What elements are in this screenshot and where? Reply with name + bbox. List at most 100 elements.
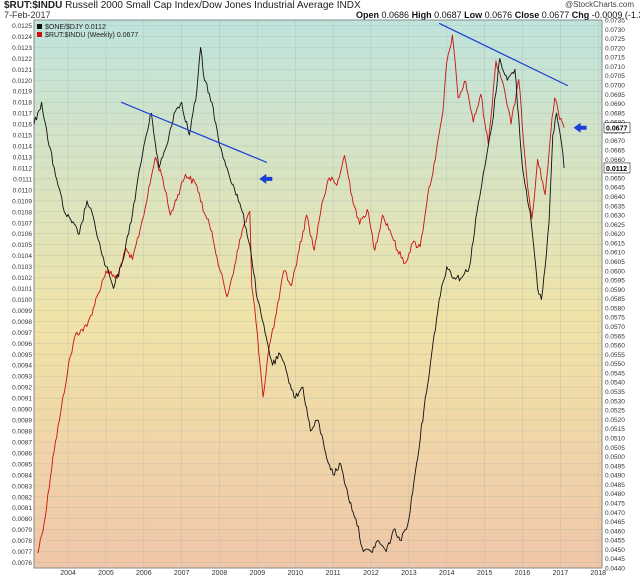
x-tick-label: 2012	[363, 570, 379, 576]
legend-label: $RUT:$INDU (Weekly) 0.0677	[45, 32, 138, 39]
legend: $ONE/$DJY 0.0112$RUT:$INDU (Weekly) 0.06…	[37, 24, 138, 39]
left-tick-label: 0.0103	[12, 264, 32, 271]
low-label: Low	[464, 10, 483, 20]
right-tick-label: 0.0665	[605, 148, 625, 155]
description-label: Russell 2000 Small Cap Index/Dow Jones I…	[65, 0, 361, 11]
right-tick-label: 0.0560	[605, 343, 625, 350]
left-tick-label: 0.0125	[12, 23, 32, 30]
left-tick-label: 0.0122	[12, 56, 32, 63]
left-tick-label: 0.0107	[12, 220, 32, 227]
right-tick-label: 0.0635	[605, 203, 625, 210]
right-tick-label: 0.0590	[605, 287, 625, 294]
left-tick-label: 0.0105	[12, 242, 32, 249]
right-tick-label: 0.0520	[605, 417, 625, 424]
trendline-2	[438, 22, 569, 87]
right-tick-label: 0.0530	[605, 398, 625, 405]
left-tick-label: 0.0116	[13, 122, 33, 129]
quote-bar: Open 0.0686 High 0.0687 Low 0.0676 Close…	[356, 10, 640, 20]
right-tick-label: 0.0570	[605, 324, 625, 331]
left-tick-label: 0.0124	[12, 34, 32, 41]
right-tick-label: 0.0510	[605, 435, 625, 442]
series-line-2	[33, 46, 565, 553]
x-axis: 2004 2005 2006 2007 2008 2009 2010 2011 2012 2013…	[60, 570, 606, 576]
left-tick-label: 0.0120	[12, 78, 32, 85]
x-tick-label: 2010	[287, 570, 303, 576]
left-tick-label: 0.0102	[12, 275, 32, 282]
left-tick-label: 0.0094	[12, 363, 32, 370]
left-tick-label: 0.0084	[12, 472, 32, 479]
right-tick-label: 0.0720	[605, 45, 625, 52]
right-tick-label: 0.0600	[605, 268, 625, 275]
left-tick-label: 0.0101	[12, 286, 32, 293]
right-tick-label: 0.0540	[605, 380, 625, 387]
high-value: 0.0687	[434, 10, 462, 20]
x-tick-label: 2007	[174, 570, 190, 576]
open-label: Open	[356, 10, 380, 20]
right-tick-label: 0.0605	[605, 259, 625, 266]
last-value-tag	[603, 122, 631, 134]
x-tick-label: 2009	[250, 570, 266, 576]
x-tick-label: 2006	[136, 570, 152, 576]
left-tick-label: 0.0080	[12, 516, 32, 523]
left-tick-label: 0.0081	[12, 505, 32, 512]
right-tick-label: 0.0580	[605, 305, 625, 312]
left-tick-label: 0.0076	[12, 560, 32, 567]
left-tick-label: 0.0099	[12, 308, 32, 315]
right-tick-label: 0.0730	[605, 27, 625, 34]
legend-swatch	[37, 24, 42, 29]
right-tick-label: 0.0735	[605, 18, 625, 25]
right-tick-label: 0.0450	[605, 547, 625, 554]
open-value: 0.0686	[381, 10, 410, 20]
left-tick-label: 0.0121	[12, 67, 32, 74]
left-tick-label: 0.0092	[12, 385, 32, 392]
left-tick-label: 0.0123	[12, 45, 32, 52]
right-tick-label: 0.0585	[605, 296, 625, 303]
right-tick-label: 0.0595	[605, 278, 625, 285]
left-tick-label: 0.0089	[12, 418, 32, 425]
chart-title: $RUT:$INDU Russell 2000 Small Cap Index/…	[4, 0, 361, 11]
left-tick-label: 0.0119	[13, 89, 33, 96]
right-tick-label: 0.0445	[605, 556, 625, 563]
right-tick-label: 0.0545	[605, 370, 625, 377]
right-tick-label: 0.0575	[605, 315, 625, 322]
right-tick-label: 0.0485	[605, 482, 625, 489]
left-tick-label: 0.0077	[12, 549, 32, 556]
right-tick-label: 0.0555	[605, 352, 625, 359]
grid-lines	[34, 20, 602, 568]
right-tick-label: 0.0710	[605, 64, 625, 71]
arrow-icon-1	[259, 173, 273, 184]
x-tick-label: 2005	[98, 570, 114, 576]
right-tick-label: 0.0525	[605, 408, 625, 415]
left-tick-label: 0.0079	[12, 527, 32, 534]
left-tick-label: 0.0083	[12, 483, 32, 490]
right-tick-label: 0.0640	[605, 194, 625, 201]
legend-label: $ONE/$DJY 0.0112	[45, 24, 106, 31]
x-tick-label: 2011	[326, 570, 341, 576]
trendlines	[120, 22, 569, 164]
left-tick-label: 0.0093	[12, 374, 32, 381]
right-tick-label: 0.0505	[605, 445, 625, 452]
left-tick-label: 0.0114	[13, 144, 33, 151]
right-tick-label: 0.0495	[605, 463, 625, 470]
left-tick-label: 0.0096	[12, 341, 32, 348]
left-tick-label: 0.0117	[13, 111, 33, 118]
right-tick-label: 0.0650	[605, 175, 625, 182]
left-tick-label: 0.0085	[12, 461, 32, 468]
trendline-1	[120, 101, 268, 164]
left-axis: 0.0076 0.0077 0.0078 0.0079 0.0080 0.0081 0.00…	[12, 23, 32, 567]
right-tick-label: 0.0475	[605, 500, 625, 507]
symbol-label: $RUT:$INDU	[4, 0, 63, 11]
arrows	[259, 122, 587, 184]
left-tick-label: 0.0112	[13, 165, 33, 172]
right-tick-label: 0.0645	[605, 185, 625, 192]
close-label: Close	[514, 10, 540, 20]
x-tick-label: 2018	[590, 570, 606, 576]
x-tick-label: 2004	[60, 570, 76, 576]
right-tick-label: 0.0480	[605, 491, 625, 498]
brand-watermark: @StockCharts.com	[564, 0, 634, 9]
x-tick-label: 2014	[439, 570, 455, 576]
right-tick-label: 0.0615	[605, 240, 625, 247]
high-label: High	[411, 10, 432, 20]
